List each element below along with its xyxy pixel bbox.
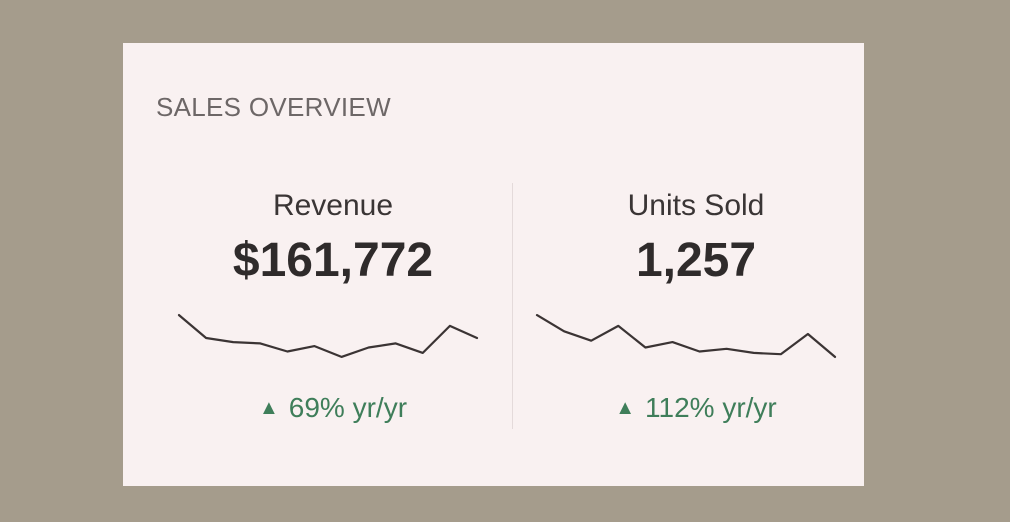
revenue-value: $161,772 — [232, 234, 434, 287]
units-sold-value: 1,257 — [635, 234, 757, 287]
units-sold-label: Units Sold — [627, 189, 765, 222]
units-sold-delta: ▲ 112% yr/yr — [516, 390, 876, 426]
units-sold-delta-text: 112% yr/yr — [645, 392, 777, 423]
revenue-sparkline-series — [177, 314, 479, 359]
sales-overview-card: SALES OVERVIEW Revenue $161,772 ▲ 69% yr/… — [123, 43, 864, 486]
revenue-sparkline — [177, 314, 479, 359]
card-title: SALES OVERVIEW — [156, 92, 391, 122]
revenue-label: Revenue — [272, 189, 394, 222]
up-triangle-icon: ▲ — [615, 397, 636, 419]
revenue-delta-text: 69% yr/yr — [288, 392, 408, 423]
kpi-divider — [512, 183, 513, 429]
revenue-kpi: Revenue $161,772 — [153, 186, 513, 290]
units-sold-kpi: Units Sold 1,257 — [516, 186, 876, 290]
units-sold-sparkline-series — [535, 314, 837, 359]
revenue-delta: ▲ 69% yr/yr — [153, 390, 513, 426]
up-triangle-icon: ▲ — [258, 397, 279, 419]
units-sold-sparkline — [535, 314, 837, 359]
